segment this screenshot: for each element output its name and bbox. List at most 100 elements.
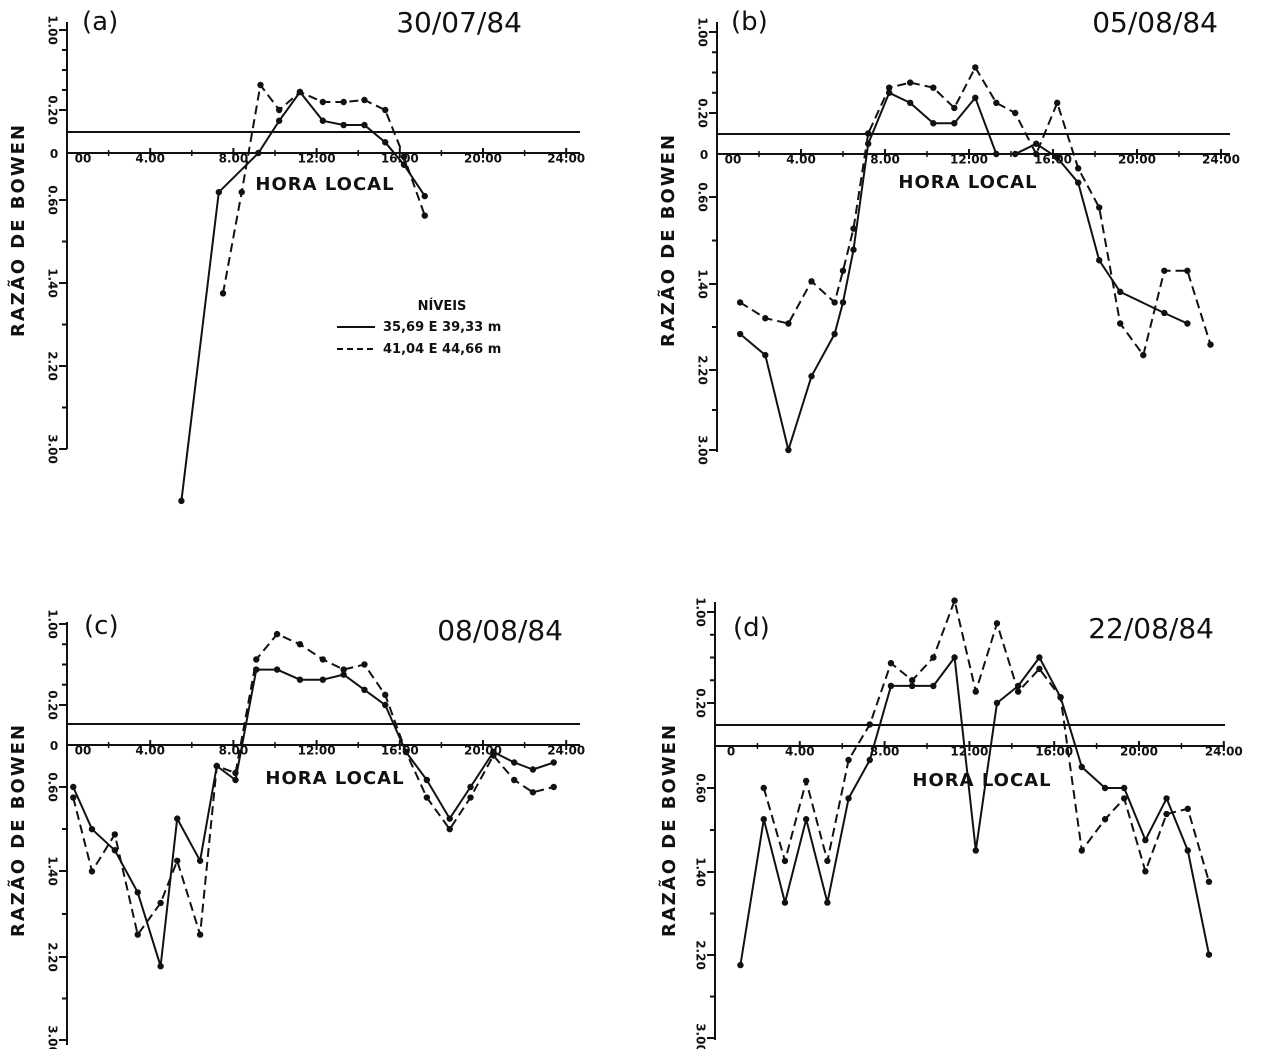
data-point [1184,267,1191,274]
y-tick-label: 0.60 [696,182,710,212]
data-point [762,315,769,322]
data-point [340,666,347,673]
data-point [1117,288,1124,296]
data-point [907,79,914,86]
y-tick-label: 2.20 [46,942,60,972]
data-point [1142,868,1149,875]
data-point [275,117,283,124]
x-axis-label: HORA LOCAL [912,770,1051,791]
data-point [178,497,185,505]
y-axis-label: RAZÃO DE BOWEN [6,123,29,337]
data-point [972,94,979,102]
data-point [296,88,304,96]
data-point [824,899,831,906]
data-point [951,120,958,127]
panel-label: (c) [84,611,119,641]
data-point [993,99,1000,107]
data-point [993,620,1001,627]
data-point [157,899,164,907]
x-tick-label: 4.00 [786,153,816,167]
data-point [361,686,368,694]
legend-entry: 41,04 E 44,66 m [383,342,501,357]
data-point [319,117,327,124]
series-line-dashed [739,66,1212,357]
y-tick-label: 0.60 [694,773,708,803]
data-point [550,759,557,766]
x-tick-label: 24.00 [547,744,585,758]
y-tick-label: 1.40 [694,857,708,887]
x-tick-label: 8.00 [870,153,900,167]
data-point [382,701,389,709]
data-point [1120,784,1128,792]
data-point [213,762,220,770]
data-point [275,106,283,114]
data-point [467,794,474,801]
data-point [850,246,857,253]
y-tick-label: 0.20 [694,688,708,718]
x-tick-label: 00 [75,152,92,166]
data-point [972,688,979,695]
data-point [423,776,431,784]
data-point [887,659,895,667]
y-tick-label: 0.20 [696,98,710,128]
series-line-dashed [72,633,554,936]
x-axis-label: HORA LOCAL [265,768,404,789]
data-point [972,847,979,854]
data-point [1012,150,1019,158]
data-point [1101,816,1109,823]
data-point [1161,309,1168,317]
data-point [550,783,557,791]
data-point [196,931,204,938]
data-point [1033,150,1040,158]
data-point [511,776,518,784]
x-tick-label: 8.00 [870,745,900,759]
data-point [930,120,937,127]
x-tick-label: 4.00 [135,152,165,166]
data-point [785,446,792,454]
data-point [762,351,769,359]
data-point [908,677,916,684]
data-point [1096,257,1103,264]
data-point [736,299,744,306]
y-tick-label: 0.20 [46,95,60,125]
data-point [1101,784,1109,792]
data-point [1078,763,1085,771]
data-point [1163,810,1170,818]
data-point [1096,204,1103,211]
data-point [1205,878,1213,885]
data-point [865,130,872,137]
y-axis-label: RAZÃO DE BOWEN [6,723,29,937]
data-point [319,656,327,663]
x-tick-label: 20.00 [1120,745,1158,759]
data-point [273,630,281,638]
data-point [850,225,857,232]
data-point [808,373,815,380]
data-point [760,784,767,792]
data-point [134,889,141,896]
data-point [1075,165,1082,172]
series-line-solid [72,668,555,968]
data-point [737,961,744,969]
data-point [70,783,77,791]
panel-c: 1.000.200.601.402.203.000 00 4.00 8.00 12.00… [6,609,585,1049]
data-point [361,661,368,668]
panel-label: (d) [733,613,770,643]
data-point [1054,154,1061,161]
data-point [340,121,347,129]
data-point [1078,847,1085,854]
data-point [490,752,497,759]
data-point [951,597,958,604]
data-point [781,899,789,906]
data-point [215,188,223,196]
y-tick-label: 2.20 [696,355,710,385]
x-tick-label: 12.00 [298,744,336,758]
data-point [993,699,1001,707]
data-point [273,666,281,673]
panel-label: (a) [82,7,118,37]
data-point [1184,805,1191,813]
data-point [736,330,744,338]
data-point [174,857,181,864]
x-tick-label: 20.00 [464,152,502,166]
data-point [296,641,304,648]
